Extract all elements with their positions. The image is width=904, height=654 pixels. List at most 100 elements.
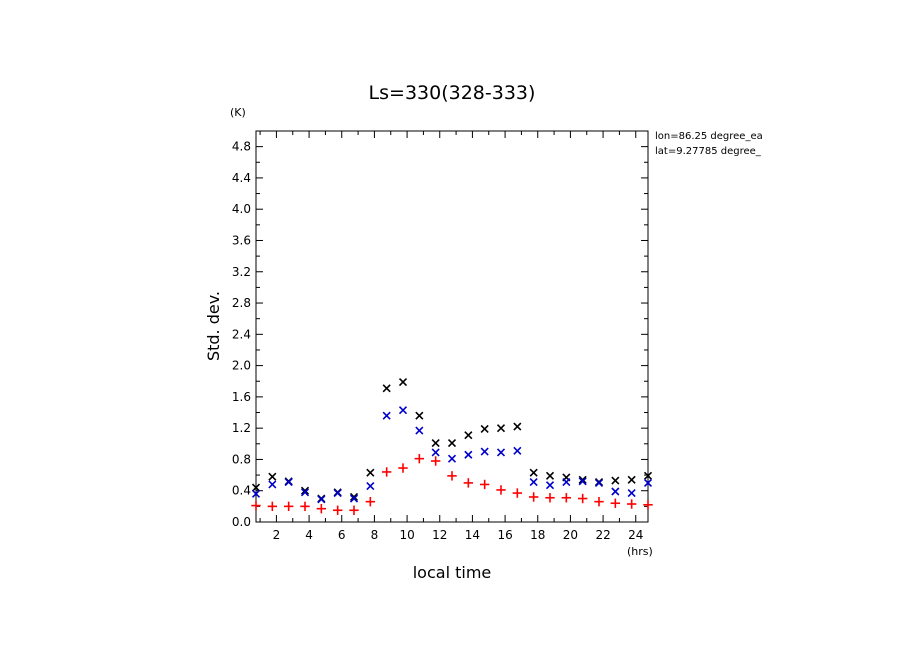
data-point <box>464 450 473 459</box>
y-tick-label: 0.0 <box>232 515 251 529</box>
data-point <box>366 481 375 491</box>
data-point <box>643 478 653 487</box>
data-point <box>594 478 604 487</box>
y-tick-label: 1.2 <box>232 421 251 435</box>
data-point <box>545 481 555 490</box>
marker-stroke <box>496 424 506 433</box>
data-point <box>332 505 343 515</box>
lat-annotation: lat=9.27785 degree_ <box>655 146 762 157</box>
marker-stroke <box>284 478 293 487</box>
y-tick-label: 3.6 <box>232 233 251 247</box>
data-point <box>643 471 653 480</box>
y-tick-label: 4.4 <box>232 171 251 185</box>
x-tick-label: 16 <box>497 528 512 542</box>
x-tick-label: 20 <box>563 528 578 542</box>
marker-stroke <box>415 411 424 420</box>
marker-stroke <box>611 476 620 485</box>
marker-stroke <box>382 411 391 420</box>
data-point <box>447 471 457 481</box>
x-tick-label: 22 <box>595 528 610 542</box>
data-point <box>529 468 538 477</box>
data-point <box>496 424 506 433</box>
chart-title: Ls=330(328-333) <box>369 82 536 104</box>
data-point <box>414 453 425 464</box>
marker-stroke <box>431 448 440 457</box>
marker-stroke <box>268 472 277 481</box>
y-tick-label: 4.8 <box>232 140 251 154</box>
marker-stroke <box>529 468 538 477</box>
data-point <box>300 486 310 495</box>
data-point <box>611 476 620 485</box>
x-tick-label: 12 <box>432 528 447 542</box>
marker-stroke <box>627 475 636 484</box>
data-marks <box>251 377 653 515</box>
data-point <box>463 478 474 488</box>
data-point <box>398 406 408 415</box>
marker-stroke <box>398 406 408 415</box>
y-tick-label: 2.8 <box>232 296 251 310</box>
data-point <box>528 492 539 502</box>
marker-stroke <box>349 494 359 503</box>
marker-stroke <box>562 478 571 487</box>
series-1 <box>251 406 653 504</box>
data-point <box>333 489 342 498</box>
data-point <box>513 446 522 455</box>
data-point <box>430 456 441 466</box>
data-point <box>284 478 293 487</box>
y-tick-label: 1.6 <box>232 390 251 404</box>
data-point <box>496 485 506 495</box>
marker-stroke <box>447 454 457 463</box>
data-point <box>398 377 408 387</box>
marker-stroke <box>594 478 604 487</box>
y-axis-label: Std. dev. <box>204 291 223 361</box>
data-point <box>398 463 408 473</box>
data-point <box>512 488 523 498</box>
y-tick-label: 4.0 <box>232 202 251 216</box>
marker-stroke <box>447 438 457 448</box>
x-unit-label: (hrs) <box>627 545 653 558</box>
marker-stroke <box>300 486 310 495</box>
marker-stroke <box>251 483 261 492</box>
data-point <box>365 496 376 507</box>
x-tick-label: 14 <box>465 528 480 542</box>
marker-stroke <box>643 471 653 480</box>
marker-stroke <box>431 438 440 448</box>
marker-stroke <box>251 489 261 498</box>
marker-stroke <box>464 450 473 459</box>
data-point <box>480 424 489 434</box>
data-point <box>496 448 506 457</box>
data-point <box>594 496 604 507</box>
marker-stroke <box>496 448 506 457</box>
data-point <box>561 493 572 503</box>
data-point <box>382 384 391 393</box>
x-tick-label: 6 <box>338 528 346 542</box>
marker-stroke <box>529 478 538 487</box>
data-point <box>349 492 359 502</box>
marker-stroke <box>349 492 359 502</box>
marker-stroke <box>578 475 587 484</box>
marker-stroke <box>317 495 326 504</box>
data-point <box>610 498 621 508</box>
data-point <box>267 501 278 512</box>
data-point <box>349 494 359 503</box>
marker-stroke <box>300 488 310 497</box>
data-point <box>381 467 392 477</box>
y-tick-label: 0.4 <box>232 484 251 498</box>
data-point <box>577 493 588 504</box>
marker-stroke <box>611 487 620 496</box>
marker-stroke <box>268 480 277 489</box>
data-point <box>545 471 555 480</box>
marker-stroke <box>545 481 555 490</box>
data-point <box>251 500 261 511</box>
data-point <box>627 475 636 484</box>
marker-stroke <box>366 468 375 477</box>
y-tick-label: 2.0 <box>232 359 251 373</box>
marker-stroke <box>398 377 408 387</box>
marker-stroke <box>382 384 391 393</box>
marker-stroke <box>513 422 522 431</box>
data-point <box>415 411 424 420</box>
series-0 <box>251 377 653 503</box>
marker-stroke <box>333 489 342 498</box>
data-point <box>480 447 489 456</box>
marker-stroke <box>578 477 587 486</box>
